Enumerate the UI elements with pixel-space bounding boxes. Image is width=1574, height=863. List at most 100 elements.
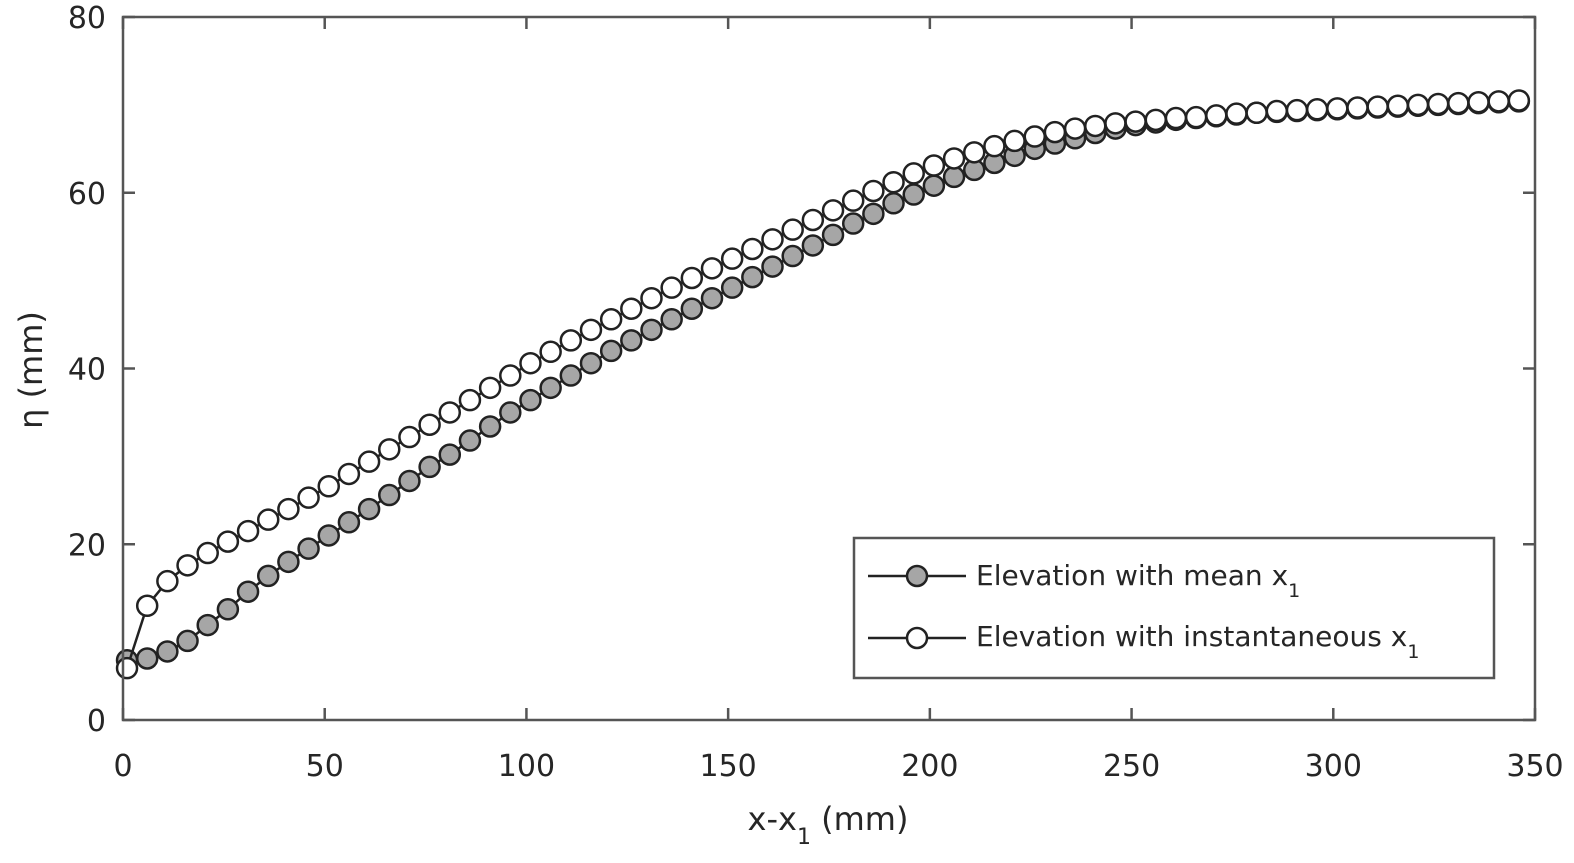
y-tick-label: 0 [87, 704, 106, 739]
data-point [1104, 112, 1127, 135]
data-point [841, 189, 865, 212]
y-tick-label: 80 [68, 1, 106, 36]
data-point [135, 647, 159, 670]
data-point [135, 594, 159, 618]
data-point [357, 450, 381, 473]
data-point [680, 297, 704, 320]
data-point [1507, 89, 1531, 112]
data-point [337, 511, 361, 534]
data-point [478, 376, 502, 400]
data-point [1326, 97, 1349, 120]
data-point [1447, 91, 1470, 115]
data-point [478, 415, 502, 438]
x-axis-label-main: x-x [748, 800, 797, 838]
data-point [902, 162, 925, 185]
data-point [176, 629, 199, 653]
data-point [841, 212, 865, 235]
data-point [1305, 98, 1329, 121]
data-point [1205, 104, 1228, 127]
data-point [579, 318, 603, 342]
data-point [277, 550, 300, 574]
legend-label-mean-main: Elevation with mean x [976, 559, 1288, 592]
data-point [398, 425, 421, 449]
legend-label-instantaneous-main: Elevation with instantaneous x [976, 620, 1407, 653]
data-point [660, 308, 683, 331]
data-point [499, 364, 522, 387]
data-point [599, 308, 623, 331]
data-point [297, 486, 320, 509]
data-point [1023, 125, 1046, 148]
data-point [579, 351, 603, 375]
data-point [962, 141, 986, 164]
data-point [942, 147, 966, 170]
x-tick-label: 0 [113, 749, 132, 784]
data-point [277, 497, 300, 521]
data-point [418, 413, 441, 436]
data-point [922, 154, 946, 177]
data-point [1386, 94, 1410, 118]
data-point [256, 564, 280, 588]
data-point [519, 388, 542, 412]
data-point [216, 530, 240, 553]
data-point [1225, 102, 1248, 125]
data-point [458, 388, 482, 412]
legend-label-instantaneous: Elevation with instantaneous x1 [976, 620, 1419, 663]
data-point [559, 364, 583, 387]
data-point [297, 537, 320, 560]
data-point [1164, 106, 1188, 130]
x-axis-label-sub: 1 [797, 825, 811, 850]
data-point [156, 569, 179, 593]
data-point [640, 286, 663, 310]
data-point [216, 598, 240, 621]
legend-box [852, 536, 1496, 680]
data-point [862, 202, 885, 226]
axis-ticks: 0 50 100 150 200 250 300 350 0 20 40 60 80 [68, 1, 1564, 784]
data-point [640, 318, 663, 342]
y-tick-label: 60 [68, 177, 106, 212]
data-point [317, 524, 340, 547]
data-point [337, 462, 361, 486]
x-tick-label: 300 [1305, 749, 1362, 784]
data-point [1084, 114, 1107, 138]
data-point [1003, 129, 1026, 153]
x-axis-label: x-x1 (mm) [748, 800, 909, 850]
data-point [1285, 98, 1309, 122]
legend-label-instantaneous-sub: 1 [1407, 641, 1419, 663]
data-point [1063, 117, 1087, 140]
data-point [720, 276, 744, 299]
data-point [236, 519, 260, 543]
data-point [821, 199, 845, 222]
data-point [801, 234, 825, 257]
data-point [882, 170, 905, 194]
data-point [438, 443, 462, 466]
x-tick-label: 100 [498, 749, 555, 784]
data-point [1043, 120, 1067, 144]
x-tick-label: 50 [306, 749, 344, 784]
data-point [700, 257, 724, 280]
data-point [378, 483, 401, 507]
data-point [781, 218, 804, 241]
data-point [458, 429, 482, 452]
plot-marks [115, 89, 1531, 680]
data-point [1366, 95, 1389, 118]
data-point [620, 297, 643, 320]
data-point [922, 174, 946, 197]
y-axis-label: η (mm) [12, 311, 50, 429]
data-point [256, 508, 280, 531]
y-tick-label: 40 [68, 353, 106, 388]
data-point [1426, 92, 1450, 116]
data-point [902, 183, 925, 206]
data-point [1487, 90, 1510, 113]
x-tick-label: 150 [700, 749, 757, 784]
data-point [1406, 93, 1430, 117]
legend-marker-instantaneous [905, 626, 929, 650]
data-point [156, 640, 179, 663]
data-point [680, 266, 704, 290]
series-1 [115, 89, 1531, 680]
data-point [236, 580, 260, 603]
data-point [1346, 96, 1369, 119]
data-point [418, 455, 441, 479]
data-point [700, 286, 724, 310]
data-point [1144, 108, 1168, 132]
